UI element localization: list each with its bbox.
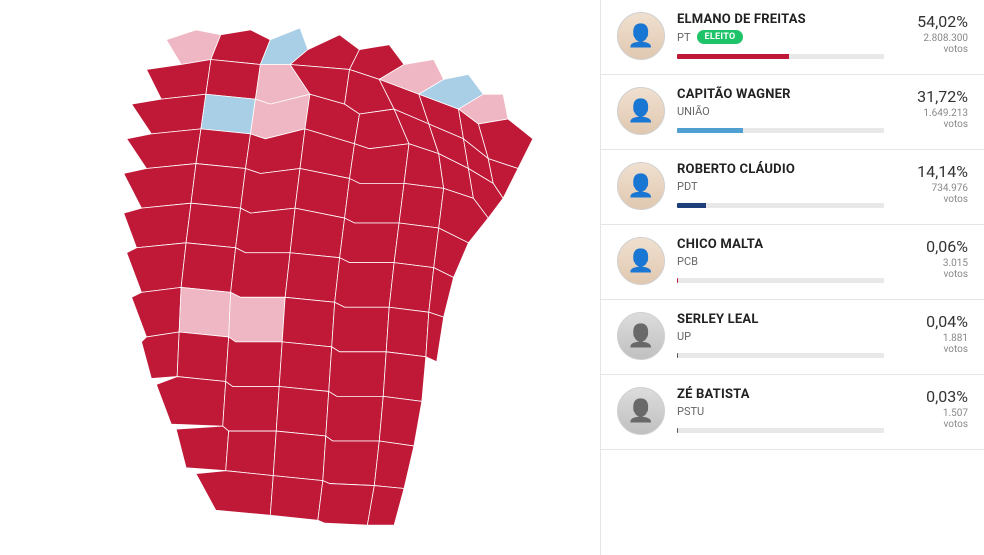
candidate-stats: 0,06% 3.015 votos <box>896 237 968 280</box>
candidate-votes: 3.015 <box>896 258 968 269</box>
candidate-stats: 54,02% 2.808.300 votos <box>896 12 968 55</box>
vote-bar-bg <box>677 428 884 433</box>
candidate-row[interactable]: 👤 CHICO MALTA PCB 0,06% 3.015 votos <box>601 225 984 300</box>
candidate-party: PCB <box>677 255 698 268</box>
candidate-info: ROBERTO CLÁUDIO PDT <box>677 162 884 208</box>
candidate-pct: 31,72% <box>896 87 968 106</box>
candidate-pct: 0,06% <box>896 237 968 256</box>
votes-label: votos <box>896 419 968 430</box>
vote-bar-fill <box>677 353 678 358</box>
vote-bar-bg <box>677 353 884 358</box>
results-panel: 👤 ELMANO DE FREITAS PT ELEITO 54,02% 2.8… <box>600 0 984 555</box>
votes-label: votos <box>896 44 968 55</box>
elected-badge: ELEITO <box>697 30 744 44</box>
vote-bar-fill <box>677 54 789 59</box>
vote-bar-bg <box>677 203 884 208</box>
vote-bar-bg <box>677 278 884 283</box>
candidate-avatar: 👤 <box>617 387 665 435</box>
candidate-votes: 734.976 <box>896 183 968 194</box>
candidate-votes: 1.507 <box>896 408 968 419</box>
vote-bar-fill <box>677 428 678 433</box>
candidate-name: CAPITÃO WAGNER <box>677 87 884 102</box>
candidate-pct: 0,04% <box>896 312 968 331</box>
vote-bar-bg <box>677 128 884 133</box>
candidate-party: PT <box>677 31 691 44</box>
candidate-stats: 31,72% 1.649.213 votos <box>896 87 968 130</box>
votes-label: votos <box>896 344 968 355</box>
candidate-avatar: 👤 <box>617 12 665 60</box>
vote-bar-fill <box>677 203 706 208</box>
candidate-stats: 0,03% 1.507 votos <box>896 387 968 430</box>
candidate-row[interactable]: 👤 CAPITÃO WAGNER UNIÃO 31,72% 1.649.213 … <box>601 75 984 150</box>
candidate-pct: 14,14% <box>896 162 968 181</box>
candidate-row[interactable]: 👤 ROBERTO CLÁUDIO PDT 14,14% 734.976 vot… <box>601 150 984 225</box>
state-map <box>0 0 600 555</box>
votes-label: votos <box>896 119 968 130</box>
candidate-avatar: 👤 <box>617 237 665 285</box>
candidate-name: CHICO MALTA <box>677 237 884 252</box>
vote-bar-fill <box>677 278 678 283</box>
ceara-map-svg <box>10 10 590 545</box>
candidate-party: PDT <box>677 180 698 193</box>
candidate-row[interactable]: 👤 ELMANO DE FREITAS PT ELEITO 54,02% 2.8… <box>601 0 984 75</box>
candidate-pct: 0,03% <box>896 387 968 406</box>
candidate-info: ELMANO DE FREITAS PT ELEITO <box>677 12 884 59</box>
candidate-row[interactable]: 👤 ZÉ BATISTA PSTU 0,03% 1.507 votos <box>601 375 984 450</box>
candidate-name: ELMANO DE FREITAS <box>677 12 884 27</box>
candidate-name: ZÉ BATISTA <box>677 387 884 402</box>
votes-label: votos <box>896 269 968 280</box>
candidate-name: SERLEY LEAL <box>677 312 884 327</box>
candidate-name: ROBERTO CLÁUDIO <box>677 162 884 177</box>
candidate-avatar: 👤 <box>617 312 665 360</box>
candidate-info: SERLEY LEAL UP <box>677 312 884 358</box>
candidate-avatar: 👤 <box>617 162 665 210</box>
candidate-avatar: 👤 <box>617 87 665 135</box>
vote-bar-bg <box>677 54 884 59</box>
candidate-info: CHICO MALTA PCB <box>677 237 884 283</box>
candidate-votes: 2.808.300 <box>896 33 968 44</box>
candidate-votes: 1.649.213 <box>896 108 968 119</box>
candidate-party: PSTU <box>677 405 704 418</box>
candidate-pct: 54,02% <box>896 12 968 31</box>
votes-label: votos <box>896 194 968 205</box>
candidate-party: UNIÃO <box>677 105 710 118</box>
candidate-stats: 0,04% 1.881 votos <box>896 312 968 355</box>
candidate-stats: 14,14% 734.976 votos <box>896 162 968 205</box>
candidate-votes: 1.881 <box>896 333 968 344</box>
vote-bar-fill <box>677 128 743 133</box>
candidate-info: CAPITÃO WAGNER UNIÃO <box>677 87 884 133</box>
candidate-info: ZÉ BATISTA PSTU <box>677 387 884 433</box>
candidate-row[interactable]: 👤 SERLEY LEAL UP 0,04% 1.881 votos <box>601 300 984 375</box>
candidate-party: UP <box>677 330 691 343</box>
